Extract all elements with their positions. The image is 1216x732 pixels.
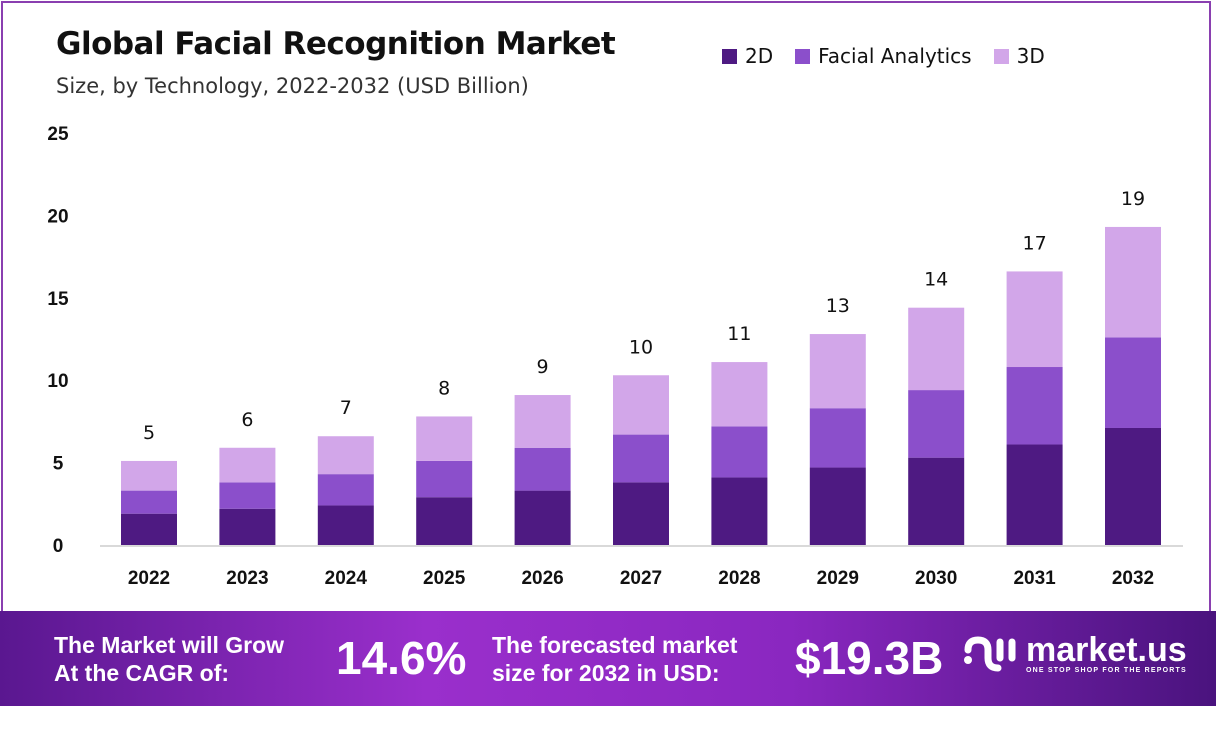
y-tick-label: 20 (47, 206, 68, 227)
market-us-logo: market.us ONE STOP SHOP FOR THE REPORTS (962, 633, 1187, 674)
bar-segment-facial-analytics-2028 (711, 426, 768, 478)
bar-segment-2d-2031 (1006, 444, 1063, 545)
total-label-2027: 10 (629, 336, 653, 358)
bar-segment-3d-2027 (613, 375, 669, 435)
bar-segment-2d-2032 (1105, 427, 1161, 545)
bar-segment-facial-analytics-2025 (416, 460, 473, 498)
bar-segment-facial-analytics-2029 (809, 408, 866, 468)
bar-segment-2d-2028 (711, 477, 768, 545)
logo-tagline: ONE STOP SHOP FOR THE REPORTS (1026, 667, 1187, 674)
total-label-2031: 17 (1023, 232, 1047, 254)
bar-segment-facial-analytics-2032 (1105, 337, 1161, 428)
total-label-2028: 11 (727, 323, 751, 345)
x-tick-label-2024: 2024 (325, 568, 368, 589)
bar-segment-2d-2024 (317, 505, 374, 545)
bar-segment-2d-2027 (613, 482, 669, 545)
forecast-value: $19.3B (795, 632, 944, 684)
x-tick-label-2028: 2028 (718, 568, 760, 589)
logo-text: market.us (1026, 631, 1187, 669)
legend-item-2d: 2D (722, 44, 773, 68)
x-tick-label-2022: 2022 (128, 568, 170, 589)
forecast-label-line2: size for 2032 in USD: (492, 660, 720, 686)
bar-segment-facial-analytics-2022 (121, 490, 177, 514)
chart-title: Global Facial Recognition Market (56, 26, 616, 62)
x-tick-label-2030: 2030 (915, 568, 957, 589)
total-label-2026: 9 (537, 356, 549, 378)
bar-segment-3d-2025 (416, 416, 473, 461)
y-tick-label: 5 (53, 454, 64, 475)
chart-frame (1, 1, 1211, 701)
bar-segment-2d-2030 (908, 457, 965, 545)
y-tick-label: 15 (47, 289, 69, 310)
footer-banner: The Market will Grow At the CAGR of: 14.… (0, 611, 1216, 706)
bar-segment-3d-2022 (121, 460, 177, 491)
x-tick-label-2025: 2025 (423, 568, 466, 589)
legend-swatch (993, 48, 1009, 64)
stacked-bar-chart: 0510152025520226202372024820259202610202… (47, 124, 1183, 589)
total-label-2030: 14 (924, 269, 948, 291)
total-label-2023: 6 (241, 409, 253, 431)
bar-segment-3d-2024 (317, 436, 374, 475)
bar-segment-facial-analytics-2023 (219, 482, 276, 509)
x-tick-label-2023: 2023 (226, 568, 268, 589)
total-label-2024: 7 (340, 397, 352, 419)
legend-swatch (722, 48, 737, 64)
cagr-label: The Market will Grow At the CAGR of: (54, 631, 284, 687)
forecast-label-line1: The forecasted market (492, 632, 738, 658)
y-tick-label: 25 (47, 124, 69, 145)
bar-segment-facial-analytics-2027 (613, 434, 669, 483)
bar-segment-3d-2023 (219, 447, 276, 483)
y-tick-label: 0 (53, 536, 64, 557)
chart-subtitle: Size, by Technology, 2022-2032 (USD Bill… (56, 74, 529, 98)
total-label-2029: 13 (826, 295, 850, 317)
y-tick-label: 10 (47, 371, 68, 392)
bar-segment-facial-analytics-2024 (317, 474, 374, 506)
bar-segment-2d-2025 (416, 497, 473, 545)
x-tick-label-2031: 2031 (1013, 568, 1056, 589)
x-tick-label-2027: 2027 (620, 568, 662, 589)
bar-segment-3d-2029 (809, 334, 866, 409)
bar-segment-2d-2023 (219, 508, 276, 545)
bar-segment-2d-2029 (809, 467, 866, 545)
legend-item-facial-analytics: Facial Analytics (795, 44, 972, 68)
legend-swatch (795, 48, 811, 64)
total-label-2025: 8 (438, 377, 450, 399)
bar-segment-3d-2030 (908, 307, 965, 391)
legend-label: Facial Analytics (818, 44, 972, 68)
legend: 2D Facial Analytics 3D (722, 44, 1045, 68)
bar-segment-3d-2031 (1006, 271, 1063, 368)
x-tick-label-2032: 2032 (1112, 568, 1154, 589)
legend-label: 3D (1016, 44, 1045, 68)
bar-segment-2d-2022 (121, 513, 177, 545)
bar-segment-3d-2032 (1105, 226, 1161, 338)
x-tick-label-2029: 2029 (817, 568, 859, 589)
legend-label: 2D (745, 44, 774, 68)
forecast-label: The forecasted market size for 2032 in U… (492, 631, 737, 687)
market-us-logo-icon (964, 635, 1016, 671)
cagr-value: 14.6% (336, 632, 467, 684)
bar-segment-facial-analytics-2026 (514, 447, 571, 491)
legend-item-3d: 3D (993, 44, 1045, 68)
cagr-label-line1: The Market will Grow (54, 632, 285, 658)
x-tick-label-2026: 2026 (521, 568, 563, 589)
cagr-label-line2: At the CAGR of: (54, 660, 230, 686)
bar-segment-3d-2028 (711, 362, 768, 427)
bar-segment-facial-analytics-2030 (908, 390, 965, 458)
total-label-2032: 19 (1121, 188, 1145, 210)
bar-segment-facial-analytics-2031 (1006, 367, 1063, 445)
total-label-2022: 5 (143, 422, 155, 444)
bar-segment-2d-2026 (514, 490, 571, 545)
bar-segment-3d-2026 (514, 395, 571, 448)
